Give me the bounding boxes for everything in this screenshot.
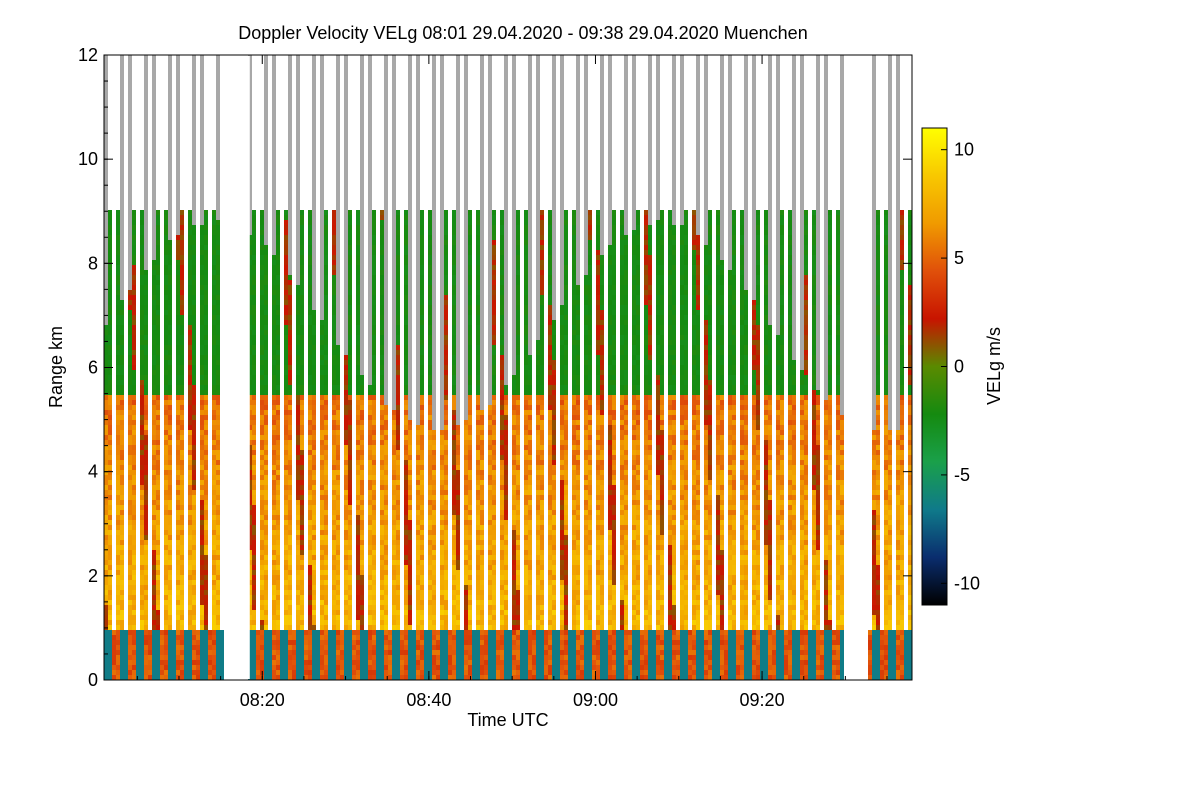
y-tick-label: 0 — [88, 670, 98, 690]
x-axis-ticks: 08:20 08:40 09:00 09:20 — [136, 55, 888, 710]
colorbar-tick-label: 10 — [954, 140, 974, 160]
no-data-gap — [224, 56, 250, 679]
y-axis-ticks: 0 2 4 6 8 10 12 — [78, 45, 912, 690]
x-tick-label: 09:00 — [573, 690, 618, 710]
colorbar-tick-label: -5 — [954, 465, 970, 485]
y-tick-label: 10 — [78, 149, 98, 169]
colorbar-label: VELg m/s — [984, 327, 1004, 405]
y-tick-label: 8 — [88, 253, 98, 273]
colorbar-tick-label: 5 — [954, 248, 964, 268]
y-tick-label: 12 — [78, 45, 98, 65]
colorbar-tick-label: 0 — [954, 357, 964, 377]
y-tick-label: 6 — [88, 358, 98, 378]
x-axis-label: Time UTC — [467, 710, 548, 730]
x-tick-label: 08:40 — [406, 690, 451, 710]
no-data-gaps — [224, 56, 867, 679]
colorbar-ticks: 10 5 0 -5 -10 — [941, 140, 980, 593]
y-tick-label: 4 — [88, 462, 98, 482]
chart-title: Doppler Velocity VELg 08:01 29.04.2020 -… — [238, 23, 807, 43]
x-tick-label: 09:20 — [740, 690, 785, 710]
x-tick-label: 08:20 — [240, 690, 285, 710]
no-data-gap — [845, 56, 867, 679]
y-tick-label: 2 — [88, 566, 98, 586]
colorbar-tick-label: -10 — [954, 573, 980, 593]
heatmap-field — [104, 55, 912, 680]
y-axis-label: Range km — [46, 326, 66, 408]
